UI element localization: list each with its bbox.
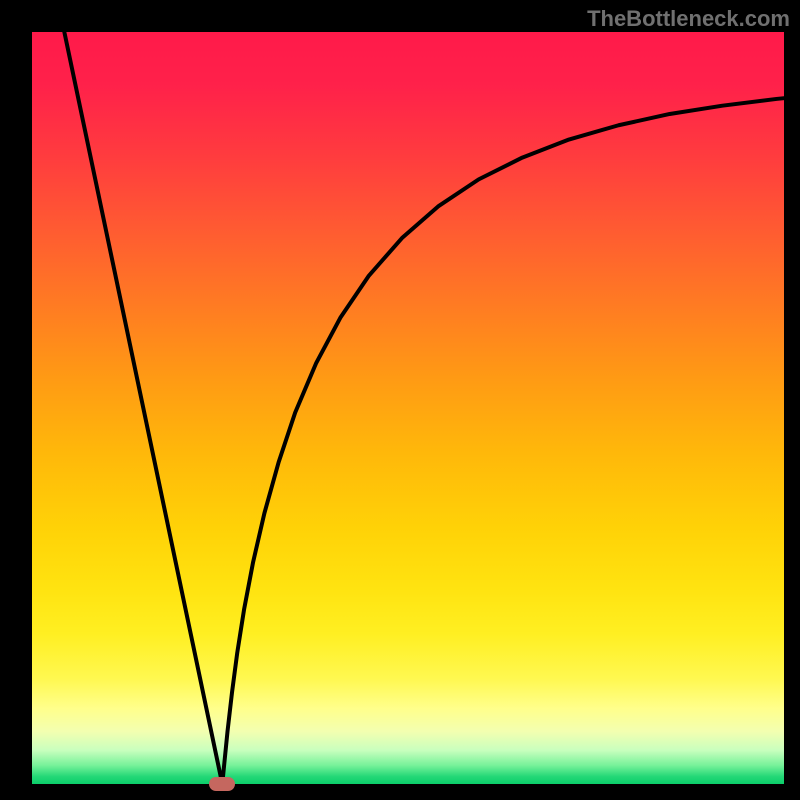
left-branch-line: [64, 32, 222, 784]
right-branch-curve: [222, 98, 784, 784]
chart-container: TheBottleneck.com: [0, 0, 800, 800]
watermark-text: TheBottleneck.com: [587, 6, 790, 32]
minimum-marker: [209, 777, 235, 791]
curve-overlay: [0, 0, 800, 800]
